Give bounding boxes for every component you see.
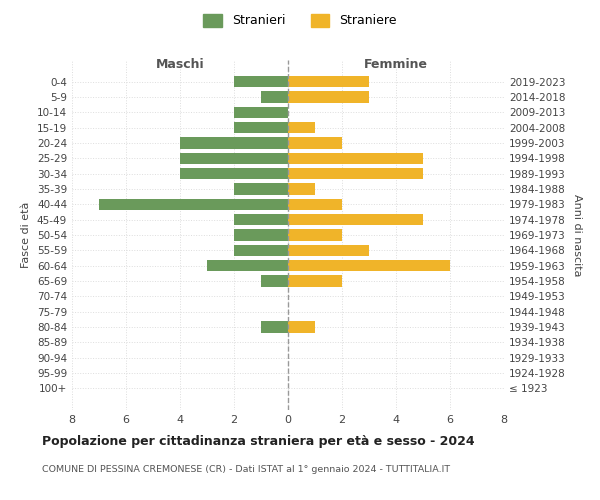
Bar xyxy=(288,137,342,148)
Bar xyxy=(288,152,423,164)
Bar xyxy=(288,122,315,134)
Bar xyxy=(180,152,288,164)
Bar xyxy=(288,214,423,226)
Y-axis label: Anni di nascita: Anni di nascita xyxy=(572,194,582,276)
Bar xyxy=(261,91,288,102)
Bar xyxy=(288,260,450,272)
Bar xyxy=(234,76,288,88)
Bar xyxy=(180,137,288,148)
Bar xyxy=(234,183,288,194)
Bar xyxy=(234,106,288,118)
Text: Maschi: Maschi xyxy=(155,58,205,71)
Bar xyxy=(180,168,288,179)
Bar xyxy=(288,76,369,88)
Bar xyxy=(261,322,288,333)
Bar xyxy=(288,168,423,179)
Text: Femmine: Femmine xyxy=(364,58,428,71)
Bar xyxy=(234,122,288,134)
Bar xyxy=(288,244,369,256)
Bar xyxy=(234,244,288,256)
Text: Popolazione per cittadinanza straniera per età e sesso - 2024: Popolazione per cittadinanza straniera p… xyxy=(42,435,475,448)
Y-axis label: Fasce di età: Fasce di età xyxy=(22,202,31,268)
Bar xyxy=(261,276,288,287)
Bar xyxy=(234,214,288,226)
Text: COMUNE DI PESSINA CREMONESE (CR) - Dati ISTAT al 1° gennaio 2024 - TUTTITALIA.IT: COMUNE DI PESSINA CREMONESE (CR) - Dati … xyxy=(42,465,450,474)
Bar xyxy=(288,198,342,210)
Bar xyxy=(288,183,315,194)
Legend: Stranieri, Straniere: Stranieri, Straniere xyxy=(198,8,402,32)
Bar xyxy=(234,229,288,241)
Bar xyxy=(207,260,288,272)
Bar xyxy=(99,198,288,210)
Bar xyxy=(288,276,342,287)
Bar xyxy=(288,229,342,241)
Bar xyxy=(288,91,369,102)
Bar xyxy=(288,322,315,333)
